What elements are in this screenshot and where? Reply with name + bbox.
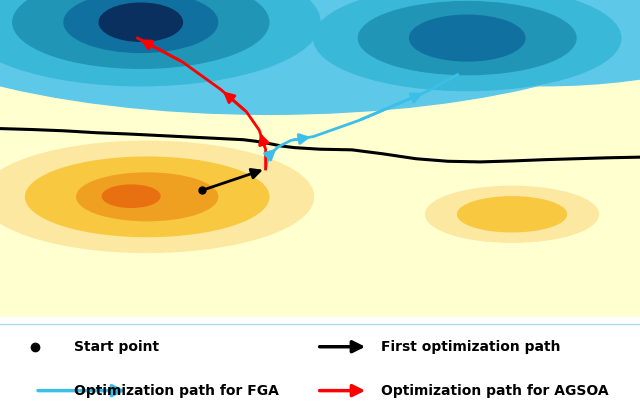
Ellipse shape (320, 0, 640, 86)
Text: Optimization path for AGSOA: Optimization path for AGSOA (381, 383, 609, 398)
Ellipse shape (458, 197, 566, 232)
Ellipse shape (0, 141, 314, 252)
Ellipse shape (0, 0, 640, 114)
Ellipse shape (314, 0, 621, 90)
Ellipse shape (99, 3, 182, 41)
Ellipse shape (358, 2, 576, 75)
Ellipse shape (77, 173, 218, 221)
Ellipse shape (26, 157, 269, 237)
Ellipse shape (102, 185, 160, 208)
Text: Start point: Start point (74, 340, 159, 354)
Ellipse shape (410, 15, 525, 61)
Text: Optimization path for FGA: Optimization path for FGA (74, 383, 278, 398)
Ellipse shape (64, 0, 218, 52)
Polygon shape (0, 129, 640, 317)
Ellipse shape (13, 0, 269, 68)
Text: First optimization path: First optimization path (381, 340, 560, 354)
Ellipse shape (0, 0, 320, 86)
Ellipse shape (426, 186, 598, 242)
